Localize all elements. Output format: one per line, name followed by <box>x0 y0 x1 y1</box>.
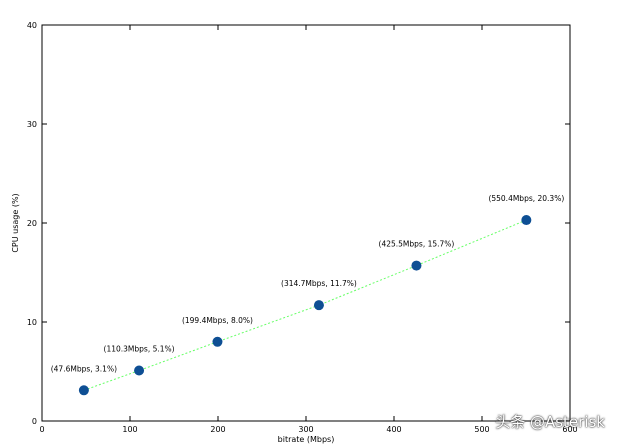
x-tick-label: 500 <box>474 425 489 434</box>
data-point <box>521 215 532 226</box>
data-labels: (47.6Mbps, 3.1%) (110.3Mbps, 5.1%) (199.4M… <box>51 194 565 373</box>
data-point <box>134 365 145 376</box>
axis-ticks: 0 100 200 300 400 500 600 0 10 20 30 40 <box>27 21 578 434</box>
data-label: (110.3Mbps, 5.1%) <box>104 345 175 354</box>
x-axis-label: bitrate (Mbps) <box>278 435 335 444</box>
x-tick-label: 300 <box>298 425 313 434</box>
y-tick-label: 40 <box>27 21 37 30</box>
y-tick-label: 0 <box>32 417 37 426</box>
watermark: 头条 @Asterisk <box>495 413 605 431</box>
x-tick-label: 200 <box>210 425 225 434</box>
x-tick-label: 100 <box>122 425 137 434</box>
trend-line <box>83 219 527 391</box>
data-point <box>212 336 223 347</box>
data-label: (425.5Mbps, 15.7%) <box>379 240 455 249</box>
y-tick-label: 20 <box>27 219 37 228</box>
data-label: (550.4Mbps, 20.3%) <box>488 194 564 203</box>
y-tick-label: 30 <box>27 120 37 129</box>
x-tick-label: 600 <box>562 425 577 434</box>
data-points <box>78 215 532 396</box>
y-tick-label: 10 <box>27 318 37 327</box>
y-axis-label: CPU usage (%) <box>11 193 20 252</box>
x-tick-label: 0 <box>39 425 44 434</box>
x-tick-label: 400 <box>386 425 401 434</box>
data-label: (47.6Mbps, 3.1%) <box>51 364 117 373</box>
data-label: (199.4Mbps, 8.0%) <box>182 316 253 325</box>
data-point <box>411 260 422 271</box>
plot-frame <box>41 24 571 422</box>
data-point <box>78 385 89 396</box>
data-label: (314.7Mbps, 11.7%) <box>281 279 357 288</box>
data-point <box>313 300 324 311</box>
